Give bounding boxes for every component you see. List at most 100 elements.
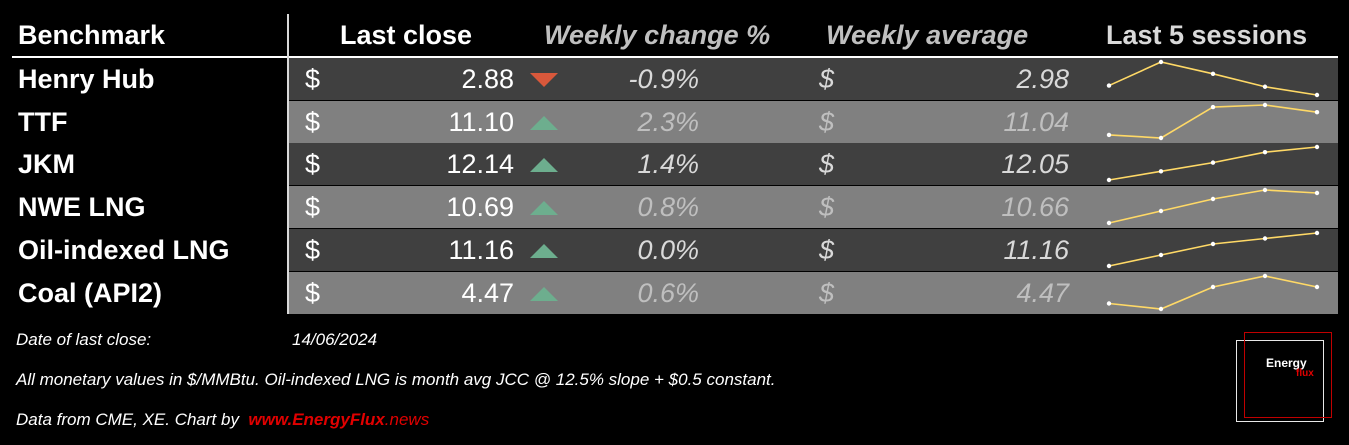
sparkline-point bbox=[1210, 160, 1216, 166]
weekly-average-value: 4.47 bbox=[1016, 277, 1069, 308]
sparkline-point bbox=[1106, 178, 1112, 183]
sparkline-point bbox=[1314, 190, 1320, 196]
weekly-change-value: 2.3% bbox=[637, 106, 699, 137]
sparkline-point bbox=[1210, 241, 1216, 246]
sparkline-point bbox=[1106, 263, 1112, 268]
sparkline-point bbox=[1314, 92, 1320, 98]
table-row: Henry Hub $2.88 -0.9% $2.98 bbox=[12, 58, 1338, 100]
brand-name: EnergyFlux bbox=[292, 410, 385, 429]
sparkline bbox=[1106, 230, 1320, 268]
close-currency: $ bbox=[305, 149, 321, 180]
weekly-change-value: -0.9% bbox=[628, 64, 699, 94]
arrow-shape bbox=[530, 158, 558, 173]
table-row: Coal (API2) $4.47 0.6% $4.47 bbox=[12, 271, 1338, 314]
sparkline-point bbox=[1210, 104, 1216, 109]
close-currency: $ bbox=[305, 234, 321, 265]
sparkline-point bbox=[1314, 145, 1320, 150]
weekly-change-value: 0.8% bbox=[637, 192, 699, 223]
benchmark-name: JKM bbox=[12, 143, 287, 186]
sparkline-point bbox=[1314, 284, 1320, 289]
last-close-value: 11.16 bbox=[448, 234, 514, 265]
table-row: JKM $12.14 1.4% $12.05 bbox=[12, 143, 1338, 186]
sparkline-point bbox=[1158, 208, 1164, 214]
header-divider bbox=[12, 56, 1338, 58]
sparkline-line bbox=[1108, 61, 1318, 96]
last-close-value: 11.10 bbox=[448, 106, 514, 137]
date-label: Date of last close: bbox=[16, 330, 152, 349]
sparkline-point bbox=[1314, 109, 1320, 115]
close-currency: $ bbox=[305, 64, 321, 94]
weekly-average-value: 2.98 bbox=[1016, 64, 1069, 94]
close-currency: $ bbox=[305, 277, 321, 308]
sparkline-point bbox=[1106, 132, 1112, 137]
arrow-up-icon bbox=[530, 201, 558, 216]
brand-link[interactable]: www.EnergyFlux.news bbox=[244, 410, 430, 429]
average-currency: $ bbox=[819, 106, 835, 137]
sparkline-point bbox=[1158, 59, 1164, 65]
sparkline-point bbox=[1106, 220, 1112, 226]
sparkline-line bbox=[1108, 232, 1318, 267]
arrow-up-icon bbox=[530, 115, 558, 130]
sparkline-point bbox=[1158, 306, 1164, 311]
sparkline-point bbox=[1314, 230, 1320, 235]
average-currency: $ bbox=[819, 277, 835, 308]
units-note: All monetary values in $/MMBtu. Oil-inde… bbox=[16, 370, 776, 389]
header-benchmark: Benchmark bbox=[18, 20, 166, 50]
row-values: $4.47 0.6% $4.47 bbox=[289, 271, 1338, 314]
weekly-average-value: 10.66 bbox=[1001, 192, 1069, 223]
logo-frame-red bbox=[1244, 332, 1332, 418]
column-divider bbox=[287, 14, 289, 314]
brand-tld: .news bbox=[384, 410, 430, 429]
sparkline-point bbox=[1210, 196, 1216, 202]
sparkline bbox=[1106, 145, 1320, 183]
last-close-value: 4.47 bbox=[461, 277, 514, 308]
weekly-change-value: 0.6% bbox=[637, 277, 699, 308]
header-last-5-sessions: Last 5 sessions bbox=[1106, 20, 1308, 50]
weekly-average-value: 11.16 bbox=[1003, 234, 1069, 265]
sparkline-point bbox=[1262, 150, 1268, 155]
sparkline-line bbox=[1108, 189, 1318, 224]
weekly-average-value: 11.04 bbox=[1003, 106, 1069, 137]
sparkline-point bbox=[1262, 236, 1268, 241]
table-row: NWE LNG $10.69 0.8% $10.66 bbox=[12, 186, 1338, 229]
last-close-value: 12.14 bbox=[446, 149, 514, 180]
arrow-shape bbox=[530, 243, 558, 258]
benchmark-name: TTF bbox=[12, 100, 287, 143]
row-values: $11.10 2.3% $11.04 bbox=[289, 100, 1338, 143]
energyflux-logo: Energy flux bbox=[1236, 332, 1332, 424]
average-currency: $ bbox=[819, 234, 835, 265]
sparkline-point bbox=[1158, 252, 1164, 257]
header-weekly-change: Weekly change % bbox=[544, 20, 771, 50]
row-values: $10.69 0.8% $10.66 bbox=[289, 186, 1338, 229]
date-value: 14/06/2024 bbox=[292, 330, 378, 349]
sparkline-point bbox=[1262, 187, 1268, 193]
sparkline bbox=[1106, 187, 1320, 226]
sparkline-point bbox=[1158, 135, 1164, 140]
sparkline-point bbox=[1210, 284, 1216, 289]
weekly-change-value: 0.0% bbox=[637, 234, 699, 265]
benchmark-name: Oil-indexed LNG bbox=[12, 228, 287, 271]
source-text: Data from CME, XE. Chart by bbox=[16, 410, 239, 429]
average-currency: $ bbox=[819, 64, 835, 94]
table-row: TTF $11.10 2.3% $11.04 bbox=[12, 100, 1338, 143]
sparkline bbox=[1106, 273, 1320, 311]
arrow-shape bbox=[530, 286, 558, 301]
average-currency: $ bbox=[819, 149, 835, 180]
sparkline-point bbox=[1262, 273, 1268, 278]
sparkline-point bbox=[1106, 300, 1112, 306]
sparkline bbox=[1106, 59, 1320, 98]
sparkline-point bbox=[1262, 102, 1268, 107]
arrow-down-icon bbox=[530, 73, 558, 87]
benchmark-name: Henry Hub bbox=[12, 58, 287, 100]
arrow-up-icon bbox=[530, 286, 558, 301]
arrow-shape bbox=[530, 201, 558, 216]
sparkline bbox=[1106, 102, 1320, 140]
source-note: Data from CME, XE. Chart by www.EnergyFl… bbox=[16, 410, 429, 430]
close-currency: $ bbox=[305, 106, 321, 137]
logo-text-energy: Energy bbox=[1266, 356, 1307, 370]
close-currency: $ bbox=[305, 192, 321, 223]
logo-text-flux: flux bbox=[1296, 368, 1314, 379]
sparkline-line bbox=[1108, 103, 1318, 139]
benchmark-name: NWE LNG bbox=[12, 186, 287, 229]
sparkline-point bbox=[1106, 83, 1112, 88]
